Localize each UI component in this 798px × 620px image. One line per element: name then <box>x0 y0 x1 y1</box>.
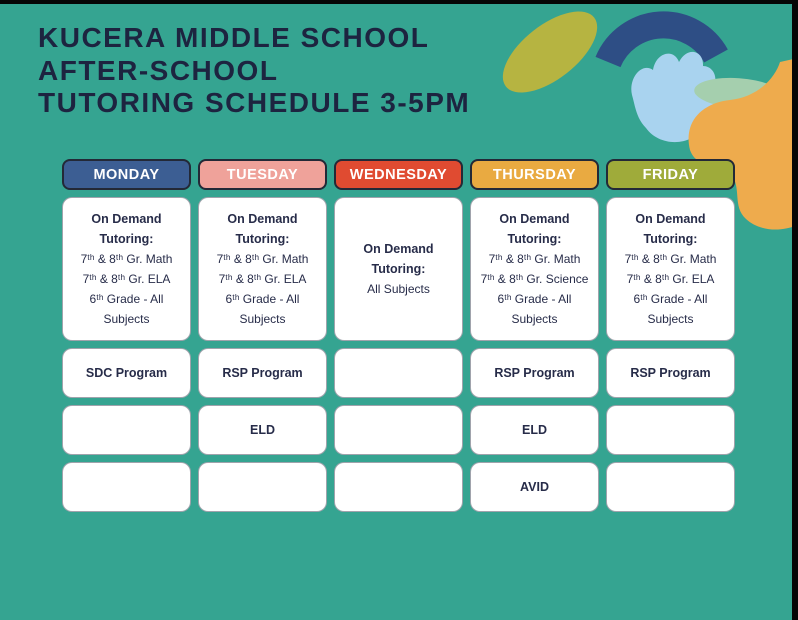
day-header-monday: MONDAY <box>62 159 191 190</box>
tutoring-item: 6ᵗʰ Grade - All Subjects <box>633 292 708 326</box>
eld-row-cell-tuesday: ELD <box>198 405 327 455</box>
day-label: THURSDAY <box>492 166 577 183</box>
tutoring-item: 7ᵗʰ & 8ᵗʰ Gr. ELA <box>218 272 307 286</box>
day-label: FRIDAY <box>642 166 699 183</box>
schedule-table: MONDAY On Demand Tutoring: 7ᵗʰ & 8ᵗʰ Gr.… <box>62 159 735 519</box>
column-tuesday: TUESDAY On Demand Tutoring: 7ᵗʰ & 8ᵗʰ Gr… <box>198 159 327 519</box>
avid-row-cell-thursday: AVID <box>470 462 599 512</box>
avid-row-cell-wednesday <box>334 462 463 512</box>
column-friday: FRIDAY On Demand Tutoring: 7ᵗʰ & 8ᵗʰ Gr.… <box>606 159 735 519</box>
tutoring-item: 6ᵗʰ Grade - All Subjects <box>89 292 164 326</box>
tutoring-cell-thursday: On Demand Tutoring: 7ᵗʰ & 8ᵗʰ Gr. Math 7… <box>470 197 599 341</box>
avid-row-cell-monday <box>62 462 191 512</box>
tutoring-heading: On Demand Tutoring: <box>227 212 298 246</box>
column-monday: MONDAY On Demand Tutoring: 7ᵗʰ & 8ᵗʰ Gr.… <box>62 159 191 519</box>
tutoring-item: 7ᵗʰ & 8ᵗʰ Gr. Science <box>480 272 589 286</box>
tutoring-item: All Subjects <box>367 282 430 296</box>
avid-row-cell-friday <box>606 462 735 512</box>
olive-leaf-icon <box>502 11 598 93</box>
tutoring-cell-friday: On Demand Tutoring: 7ᵗʰ & 8ᵗʰ Gr. Math 7… <box>606 197 735 341</box>
tutoring-item: 7ᵗʰ & 8ᵗʰ Gr. Math <box>80 252 173 266</box>
eld-row-cell-wednesday <box>334 405 463 455</box>
column-wednesday: WEDNESDAY On Demand Tutoring: All Subjec… <box>334 159 463 519</box>
title-line-1: KUCERA MIDDLE SCHOOL <box>38 22 430 53</box>
tutoring-cell-monday: On Demand Tutoring: 7ᵗʰ & 8ᵗʰ Gr. Math 7… <box>62 197 191 341</box>
tutoring-item: 7ᵗʰ & 8ᵗʰ Gr. ELA <box>82 272 171 286</box>
program-cell-wednesday <box>334 348 463 398</box>
tutoring-cell-tuesday: On Demand Tutoring: 7ᵗʰ & 8ᵗʰ Gr. Math 7… <box>198 197 327 341</box>
eld-row-cell-friday <box>606 405 735 455</box>
day-label: MONDAY <box>93 166 160 183</box>
day-label: WEDNESDAY <box>349 166 448 183</box>
program-cell-friday: RSP Program <box>606 348 735 398</box>
avid-row-cell-tuesday <box>198 462 327 512</box>
title-line-2: AFTER-SCHOOL <box>38 54 279 86</box>
tutoring-heading: On Demand Tutoring: <box>363 242 434 276</box>
title-line-3: TUTORING SCHEDULE 3-5PM <box>38 87 471 118</box>
decorative-shapes <box>502 11 798 230</box>
day-header-thursday: THURSDAY <box>470 159 599 190</box>
program-cell-monday: SDC Program <box>62 348 191 398</box>
tutoring-item: 6ᵗʰ Grade - All Subjects <box>225 292 300 326</box>
tutoring-heading: On Demand Tutoring: <box>91 212 162 246</box>
eld-row-cell-thursday: ELD <box>470 405 599 455</box>
day-header-tuesday: TUESDAY <box>198 159 327 190</box>
column-thursday: THURSDAY On Demand Tutoring: 7ᵗʰ & 8ᵗʰ G… <box>470 159 599 519</box>
tutoring-heading: On Demand Tutoring: <box>499 212 570 246</box>
tutoring-item: 7ᵗʰ & 8ᵗʰ Gr. ELA <box>626 272 715 286</box>
blue-arc-icon <box>595 11 728 68</box>
window-frame-top <box>0 0 798 4</box>
day-header-wednesday: WEDNESDAY <box>334 159 463 190</box>
window-frame-right <box>792 0 798 620</box>
page-title: KUCERA MIDDLE SCHOOL AFTER-SCHOOL TUTORI… <box>38 22 470 120</box>
tutoring-heading: On Demand Tutoring: <box>635 212 706 246</box>
orange-blob-icon <box>688 58 798 230</box>
day-header-friday: FRIDAY <box>606 159 735 190</box>
tutoring-item: 7ᵗʰ & 8ᵗʰ Gr. Math <box>216 252 309 266</box>
program-cell-tuesday: RSP Program <box>198 348 327 398</box>
tutoring-item: 7ᵗʰ & 8ᵗʰ Gr. Math <box>624 252 717 266</box>
program-cell-thursday: RSP Program <box>470 348 599 398</box>
eld-row-cell-monday <box>62 405 191 455</box>
tutoring-item: 7ᵗʰ & 8ᵗʰ Gr. Math <box>488 252 581 266</box>
day-label: TUESDAY <box>226 166 299 183</box>
tutoring-cell-wednesday: On Demand Tutoring: All Subjects <box>334 197 463 341</box>
tutoring-item: 6ᵗʰ Grade - All Subjects <box>497 292 572 326</box>
